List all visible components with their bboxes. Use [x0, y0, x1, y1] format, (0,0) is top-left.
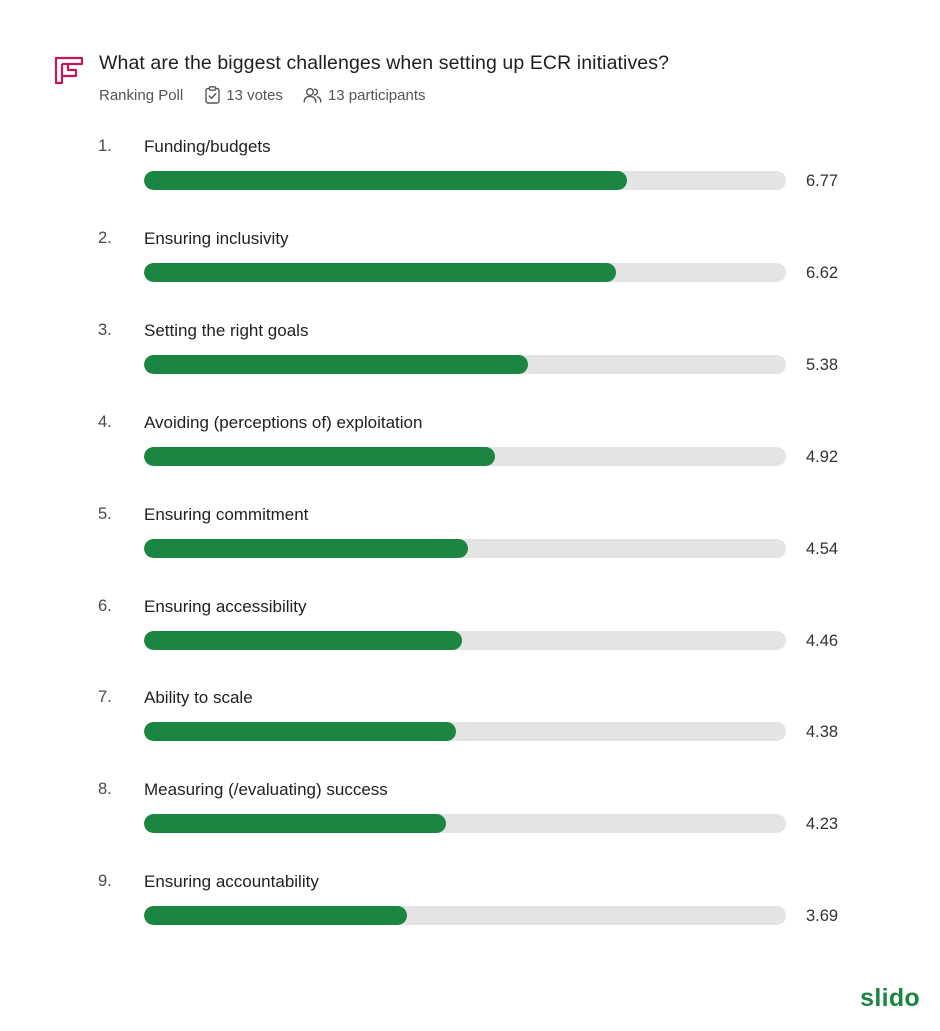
rank-number: 4. [98, 412, 112, 431]
slido-logo: slido [860, 984, 920, 1012]
score-value: 4.92 [806, 447, 839, 466]
clipboard-check-icon [205, 86, 220, 104]
bar-fill [144, 538, 468, 558]
ranking-item: 3. Setting the right goals 5.38 [0, 321, 940, 381]
rank-number: 6. [98, 596, 112, 615]
bar-track [144, 262, 786, 282]
rank-number: 3. [98, 320, 112, 339]
bar-fill [144, 171, 627, 190]
rank-number: 5. [98, 504, 112, 523]
bar-fill [144, 354, 528, 374]
ranking-item: 8. Measuring (/evaluating) success 4.23 [0, 780, 940, 840]
bar-fill [144, 262, 617, 282]
participants-text: 13 participants [327, 86, 426, 104]
option-label: Funding/budgets [144, 137, 271, 156]
bar-fill [144, 722, 457, 742]
score-value: 4.23 [806, 815, 839, 834]
people-icon [303, 88, 322, 103]
participants-count: 13 participants [303, 87, 426, 104]
rank-number: 8. [98, 780, 112, 799]
score-value: 6.77 [806, 172, 839, 190]
option-label: Ensuring commitment [144, 504, 309, 524]
rank-number: 7. [98, 688, 112, 707]
poll-type-label: Ranking Poll [99, 86, 184, 104]
option-label: Ability to scale [144, 688, 253, 708]
bar-track [144, 354, 786, 374]
option-label: Ensuring accessibility [144, 596, 307, 616]
bar-track [144, 906, 786, 926]
poll-meta: Ranking Poll 13 votes 13 participants [99, 86, 426, 104]
ranking-item: 7. Ability to scale 4.38 [0, 688, 940, 748]
votes-text: 13 votes [226, 86, 283, 104]
rank-number: 1. [98, 137, 112, 155]
bar-fill [144, 814, 446, 834]
ranking-item: 9. Ensuring accountability 3.69 [0, 872, 940, 932]
score-value: 5.38 [806, 355, 839, 374]
option-label: Avoiding (perceptions of) exploitation [144, 412, 423, 432]
rank-number: 9. [98, 872, 112, 891]
score-value: 4.54 [806, 539, 839, 558]
score-value: 6.62 [806, 263, 839, 282]
bar-track [144, 630, 786, 650]
bar-track [144, 538, 786, 558]
bar-fill [144, 446, 495, 466]
votes-count: 13 votes [205, 86, 283, 104]
option-label: Measuring (/evaluating) success [144, 780, 388, 800]
ranking-bar-chart: 1. Funding/budgets 6.77 2. Ensuring inclusiv… [0, 137, 940, 932]
bar-track [144, 171, 786, 190]
ranking-item: 4. Avoiding (perceptions of) exploitation… [0, 413, 940, 473]
ranking-item: 1. Funding/budgets 6.77 [0, 137, 940, 197]
option-label: Ensuring inclusivity [144, 228, 289, 248]
ranking-item: 6. Ensuring accessibility 4.46 [0, 597, 940, 657]
rank-number: 2. [98, 228, 112, 247]
bar-track [144, 814, 786, 834]
poll-title: What are the biggest challenges when set… [99, 52, 670, 74]
score-value: 4.38 [806, 723, 839, 742]
score-value: 3.69 [806, 907, 839, 926]
bar-track [144, 446, 786, 466]
bar-fill [144, 906, 408, 926]
ranking-poll-icon [54, 54, 84, 86]
ranking-item: 2. Ensuring inclusivity 6.62 [0, 229, 940, 289]
option-label: Ensuring accountability [144, 872, 319, 892]
score-value: 4.46 [806, 631, 839, 650]
bar-fill [144, 630, 463, 650]
bar-track [144, 722, 786, 742]
ranking-item: 5. Ensuring commitment 4.54 [0, 505, 940, 565]
option-label: Setting the right goals [144, 320, 309, 340]
